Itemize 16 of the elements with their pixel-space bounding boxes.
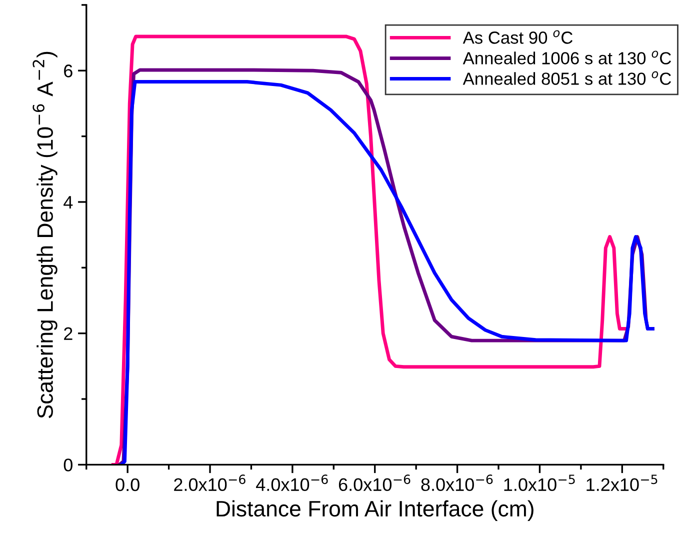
y-tick-label: 2 [64, 327, 72, 340]
x-tick-label: 8.0x10$^{−6}$ [421, 474, 493, 492]
x-tick-label: 0.0 [116, 478, 140, 492]
x-tick-label: 4.0x10$^{−6}$ [256, 474, 328, 492]
legend-label: As Cast 90 $^{o}$C [462, 30, 573, 44]
x-tick-label: 6.0x10$^{−6}$ [338, 474, 410, 492]
legend-label: Annealed 8051 s at 130 $^{o}$C [462, 71, 672, 85]
y-tick-label: 6 [64, 64, 72, 78]
x-tick-label: 1.0x10$^{−5}$ [504, 474, 575, 492]
x-axis-title: Distance From Air Interface (cm) [216, 500, 534, 521]
y-axis-title: Scattering Length Density (10$^{−6}$ A$^{−2}$) [32, 52, 58, 418]
x-tick-label: 1.2x10$^{−5}$ [586, 474, 658, 492]
legend-label: Annealed 1006 s at 130 $^{o}$C [462, 50, 672, 64]
x-tick-label: 2.0x10$^{−6}$ [174, 474, 246, 492]
y-tick-label: 0 [64, 458, 72, 472]
y-tick-label: 4 [64, 196, 73, 209]
